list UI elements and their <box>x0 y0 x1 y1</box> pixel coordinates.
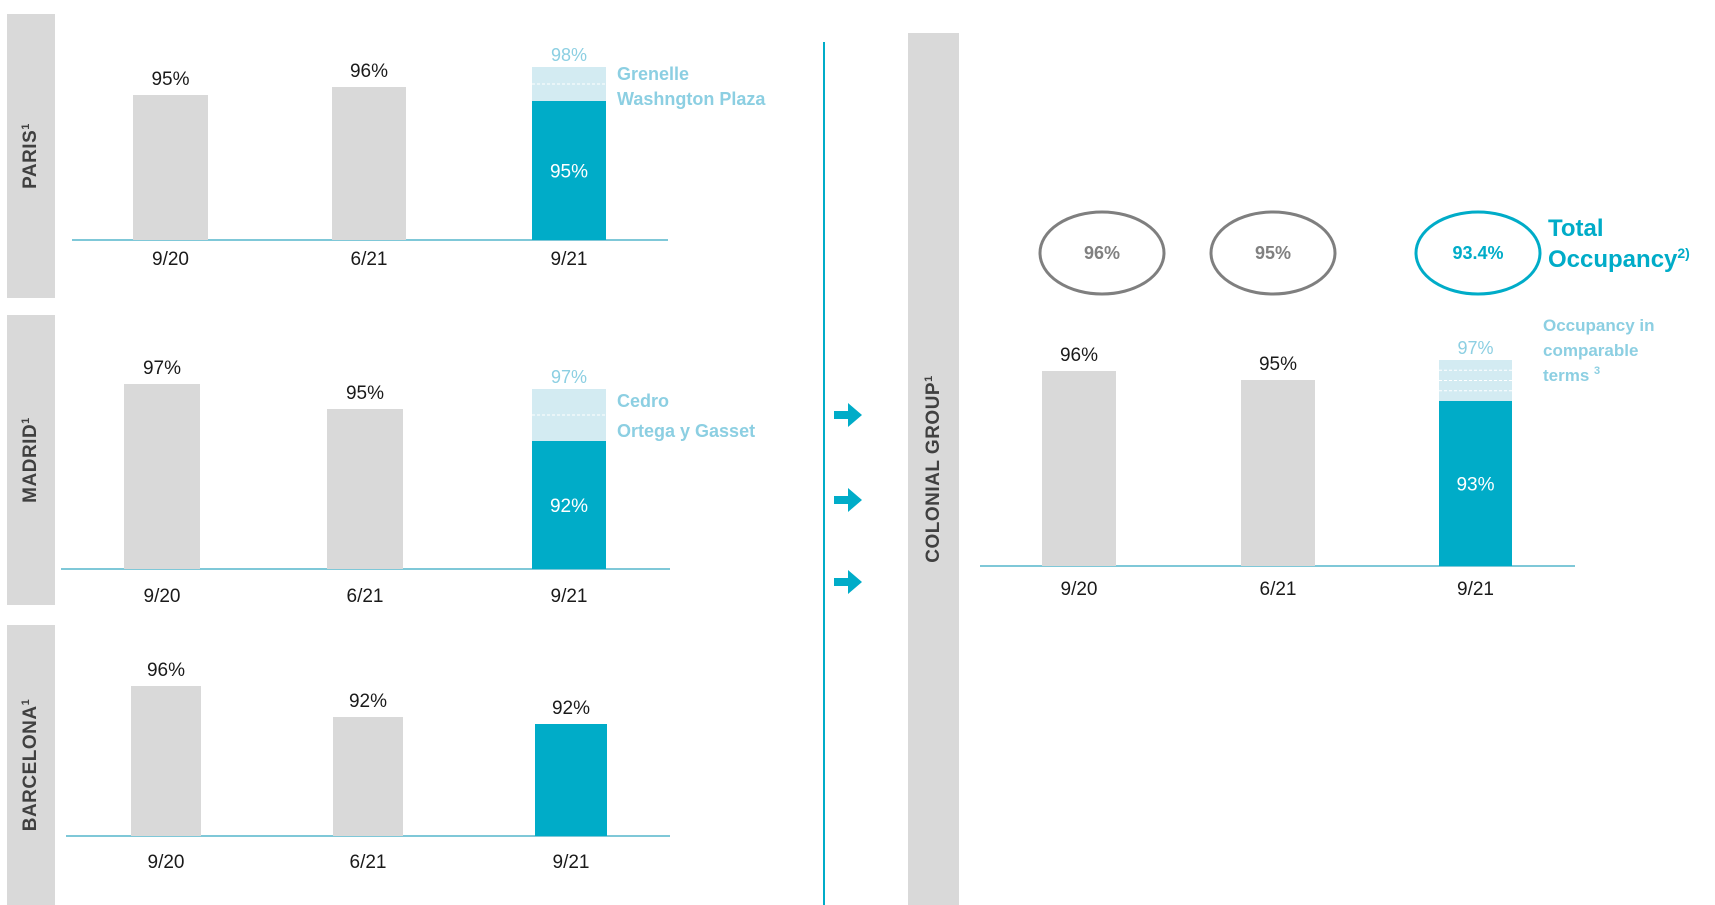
paris-bar-value-label: 96% <box>350 61 388 82</box>
paris-bar <box>532 101 606 240</box>
paris-bar-value-label: 95% <box>151 69 189 90</box>
colonial-group-bar-inner-label: 93% <box>1456 475 1494 496</box>
barcelona-bar-value-label: 92% <box>349 691 387 712</box>
madrid-annotation: Ortega y Gasset <box>617 421 755 441</box>
comparable-note-line2: comparable <box>1543 341 1638 360</box>
madrid-comparable-label: 97% <box>551 367 587 387</box>
paris-annotation: Grenelle <box>617 64 689 84</box>
barcelona-label-box: BARCELONA1 <box>7 625 55 905</box>
madrid-bar <box>532 441 606 569</box>
madrid-bar <box>327 409 403 569</box>
barcelona-bar <box>131 686 201 836</box>
right-arrow-icon <box>834 403 862 427</box>
group-label-box: COLONIAL GROUP1 <box>908 33 959 905</box>
madrid-annotation: Cedro <box>617 391 669 411</box>
barcelona-bar <box>535 724 607 836</box>
colonial-group-tick-label: 9/20 <box>1061 579 1098 600</box>
comparable-note-line3: terms 3 <box>1543 365 1600 385</box>
colonial-group-tick-label: 6/21 <box>1260 579 1297 600</box>
barcelona-bar <box>333 717 403 836</box>
colonial-group-tick-label: 9/21 <box>1457 579 1494 600</box>
paris-bar <box>133 95 208 240</box>
comparable-note-sup: 3 <box>1594 365 1600 377</box>
barcelona-tick-label: 6/21 <box>350 852 387 873</box>
paris-tick-label: 9/21 <box>551 249 588 270</box>
barcelona-tick-label: 9/21 <box>553 852 590 873</box>
madrid-bar-value-label: 95% <box>346 383 384 404</box>
colonial-group-bar-value-label: 96% <box>1060 345 1098 366</box>
madrid-bar <box>124 384 200 569</box>
barcelona-tick-label: 9/20 <box>148 852 185 873</box>
paris-bar <box>332 87 406 240</box>
summary-circle-label: 95% <box>1255 243 1291 263</box>
summary-circle <box>1414 210 1542 296</box>
colonial-group-bar-value-label: 95% <box>1259 354 1297 375</box>
right-arrow-icon <box>834 488 862 512</box>
summary-circle <box>1038 210 1166 296</box>
madrid-tick-label: 9/21 <box>551 586 588 607</box>
barcelona-bar-value-label: 92% <box>552 698 590 719</box>
paris-tick-label: 6/21 <box>351 249 388 270</box>
madrid-tick-label: 9/20 <box>144 586 181 607</box>
barcelona-bar-value-label: 96% <box>147 660 185 681</box>
vertical-divider <box>823 42 825 905</box>
paris-annotation: Washngton Plaza <box>617 89 766 109</box>
right-arrow-icon <box>834 570 862 594</box>
madrid-label-box: MADRID1 <box>7 315 55 605</box>
madrid-tick-label: 6/21 <box>347 586 384 607</box>
colonial-group-bar <box>1439 401 1512 566</box>
colonial-group-bar <box>1042 371 1116 566</box>
madrid-bar-value-label: 97% <box>143 358 181 379</box>
total-occupancy-sup: 2) <box>1677 245 1689 261</box>
summary-circle-label: 96% <box>1084 243 1120 263</box>
summary-circle-label: 93.4% <box>1452 243 1503 263</box>
paris-comparable-label: 98% <box>551 45 587 65</box>
summary-circle <box>1209 210 1337 296</box>
total-occupancy-line2: Occupancy2) <box>1548 245 1690 273</box>
madrid-bar-inner-label: 92% <box>550 496 588 517</box>
paris-bar-inner-label: 95% <box>550 162 588 183</box>
colonial-group-comparable-label: 97% <box>1457 338 1493 358</box>
comparable-note-line1: Occupancy in <box>1543 316 1654 335</box>
paris-label-box: PARIS1 <box>7 14 55 298</box>
total-occupancy-line1: Total <box>1548 215 1604 242</box>
paris-tick-label: 9/20 <box>152 249 189 270</box>
colonial-group-bar <box>1241 380 1315 566</box>
